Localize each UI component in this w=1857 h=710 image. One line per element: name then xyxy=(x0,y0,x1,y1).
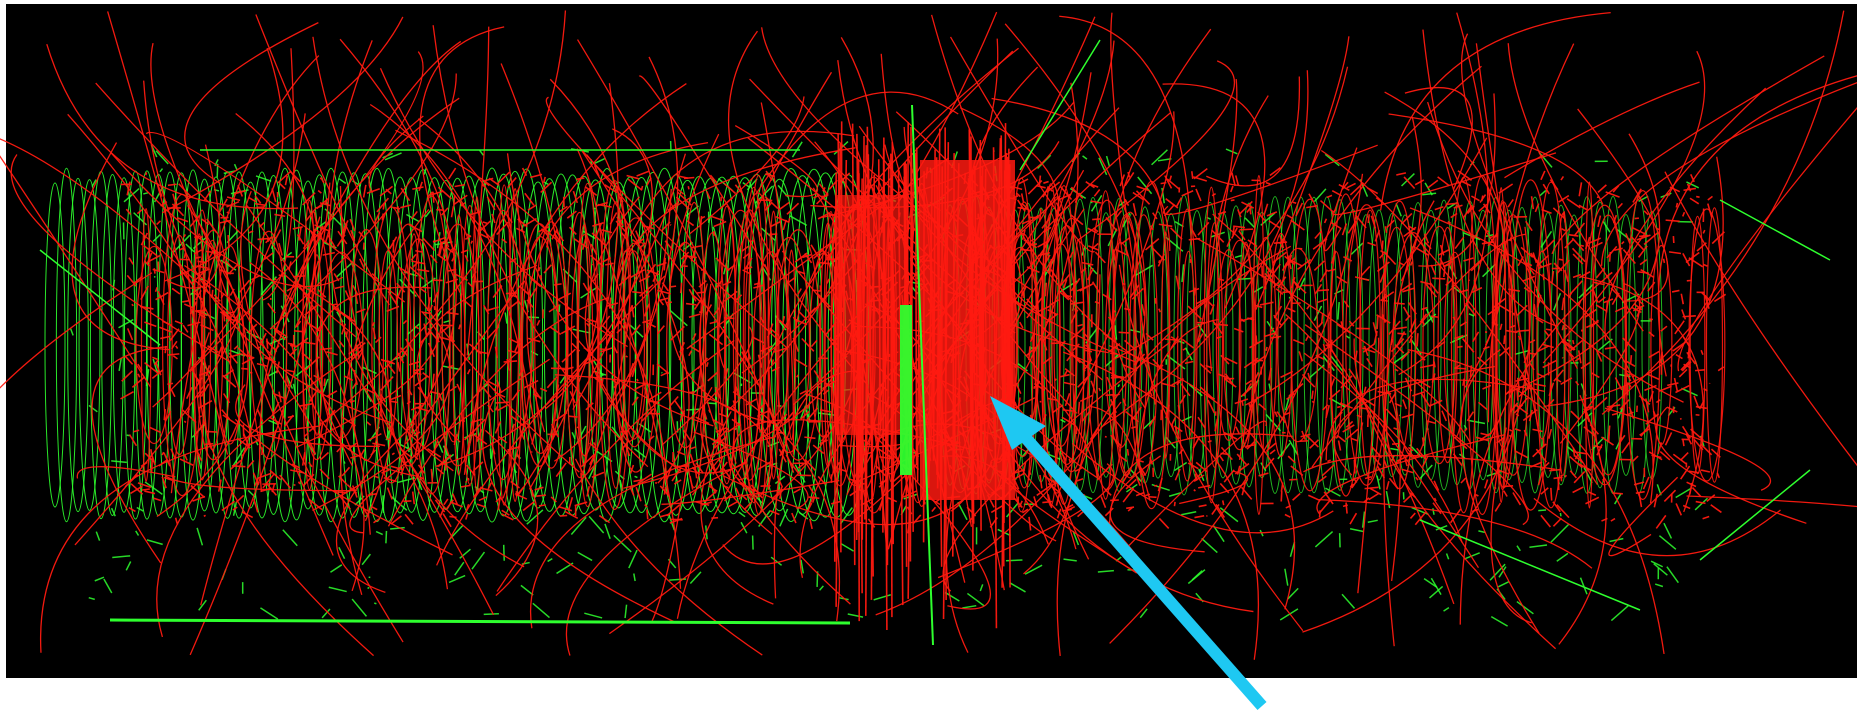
particle-tracks xyxy=(0,10,1857,660)
arrow-pointer-icon xyxy=(990,396,1267,710)
